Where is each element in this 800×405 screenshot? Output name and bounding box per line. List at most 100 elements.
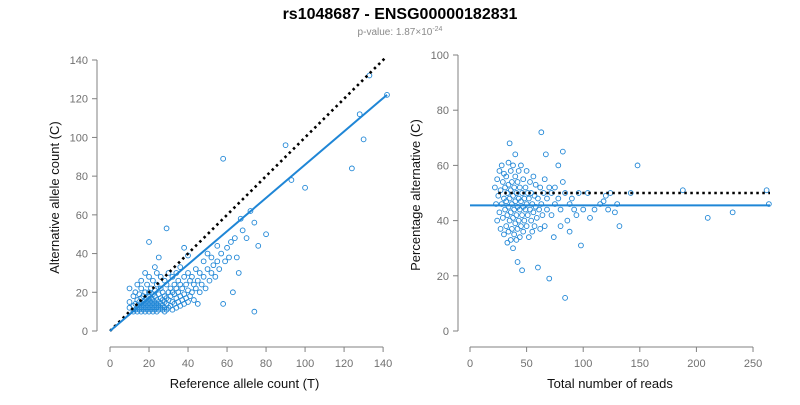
data-point [509,226,515,232]
data-point [192,285,199,292]
data-point [502,184,508,191]
data-point [729,209,736,216]
data-point [502,206,508,213]
data-point [505,181,512,188]
data-point [194,301,201,307]
data-point [384,91,390,98]
data-point [532,203,539,210]
data-point [616,223,623,229]
chart-title: rs1048687 - ENSG00000182831 [283,6,518,23]
x-tick-label: 100 [296,358,314,370]
data-point [559,179,566,185]
data-point [498,162,505,169]
data-point [494,176,501,183]
data-point [251,308,258,315]
data-point [544,206,550,213]
subtitle-exponent: -24 [432,26,442,33]
y-tick-label: 120 [70,94,88,106]
data-point [204,266,211,272]
data-point [202,285,209,292]
data-point [510,214,516,221]
data-point [163,225,170,232]
data-point [766,201,772,207]
data-point [528,217,534,224]
data-point [220,155,226,162]
y-axis-title: Alternative allele count (C) [47,121,62,273]
data-point [569,195,575,202]
y-tick-label: 60 [76,210,88,222]
data-point [527,179,533,185]
data-point [555,162,562,169]
data-point [538,201,545,207]
data-point [562,190,568,196]
data-point [153,281,160,288]
data-point [505,203,512,210]
data-point [155,254,162,261]
y-tick-label: 40 [437,216,449,228]
data-point [506,195,513,202]
data-point [503,223,510,229]
x-tick-label: 140 [374,358,392,370]
y-tick-label: 100 [431,50,449,62]
data-point [634,162,641,169]
data-point [177,264,184,270]
data-point [153,270,160,276]
data-point [518,198,524,205]
y-tick-label: 80 [437,105,449,117]
y-tick-label: 100 [70,132,88,144]
data-point [559,148,566,155]
data-point [200,273,207,280]
data-point [220,301,226,307]
data-point [224,244,230,251]
data-point [243,235,250,241]
data-point [531,223,538,229]
data-point [185,270,191,276]
data-point [537,184,544,191]
x-tick-label: 120 [335,358,353,370]
data-point [263,231,269,238]
data-point [552,201,558,207]
data-point [566,201,573,207]
x-tick-label: 20 [143,358,155,370]
data-point [230,289,236,296]
data-point [226,254,232,261]
data-point [542,151,549,158]
data-point [522,184,529,191]
data-point [523,168,530,174]
data-point [138,277,145,284]
x-tick-label: 0 [107,358,113,370]
data-point [591,206,598,213]
data-point [191,297,197,303]
y-tick-label: 0 [443,326,449,338]
data-point [510,192,516,199]
data-point [507,168,514,174]
data-point [504,212,511,218]
data-point [600,198,607,205]
data-point [214,242,221,249]
data-point [218,250,225,257]
data-point [532,181,539,188]
x-axis-title: Reference allele count (T) [170,376,320,391]
x-tick-label: 80 [260,358,272,370]
data-point [536,206,542,213]
data-point [146,273,152,280]
data-point [552,184,558,191]
data-point [503,198,510,205]
x-tick-label: 200 [687,358,705,370]
data-point [208,270,215,276]
data-point [192,266,199,272]
data-point [526,234,532,241]
scatter-points [492,129,772,301]
x-tick-label: 60 [221,358,233,370]
data-point [627,190,634,196]
data-point [509,201,515,207]
x-tick-label: 250 [744,358,762,370]
data-point [498,201,505,207]
data-point [562,295,568,301]
data-point [507,209,514,216]
data-point [492,184,498,191]
data-point [494,217,501,224]
data-point [231,235,238,241]
data-point [198,281,205,288]
data-point [555,195,562,202]
